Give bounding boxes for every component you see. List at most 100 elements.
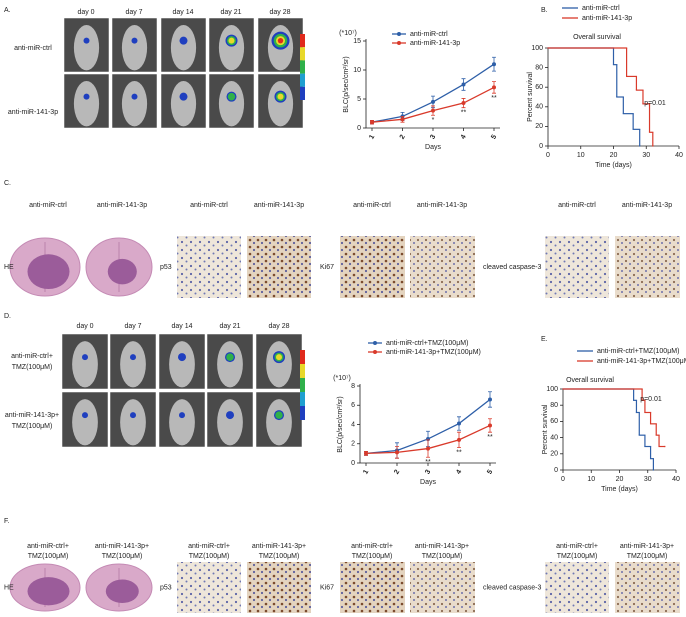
y-tick-label: 5 bbox=[357, 96, 361, 103]
y-tick-label: 10 bbox=[353, 67, 361, 74]
x-tick-label: 4 bbox=[460, 134, 468, 141]
mouse bbox=[170, 25, 197, 71]
bli-signal bbox=[179, 92, 188, 101]
column-label: TMZ(100μM) bbox=[189, 553, 230, 560]
bli-signal bbox=[179, 36, 188, 45]
mouse bbox=[73, 81, 100, 127]
column-label: anti-miR-ctrl bbox=[558, 202, 596, 209]
day-label: day 21 bbox=[220, 9, 241, 16]
y-multiplier: (*10⁷) bbox=[339, 30, 357, 37]
day-label: day 21 bbox=[219, 323, 240, 330]
histology-image bbox=[545, 562, 609, 613]
legend-label: anti-miR-141-3p bbox=[582, 15, 632, 22]
column-label: anti-miR-ctrl+ bbox=[188, 543, 230, 550]
tumor bbox=[107, 258, 137, 285]
bli-signal bbox=[275, 411, 283, 419]
bli-signal bbox=[178, 353, 186, 362]
x-axis-label: Time (days) bbox=[601, 486, 638, 493]
legend-label: anti-miR-ctrl+TMZ(100μM) bbox=[597, 348, 679, 355]
row-label: anti-miR-141-3p+ bbox=[5, 412, 59, 419]
stain-label: Ki67 bbox=[320, 264, 334, 271]
mouse bbox=[218, 81, 245, 127]
color-bar bbox=[300, 392, 305, 406]
y-tick-label: 20 bbox=[535, 123, 543, 130]
x-tick-label: 1 bbox=[368, 134, 376, 141]
stain-label: HE bbox=[4, 584, 14, 591]
bli-signal bbox=[131, 93, 138, 100]
legend-label: anti-miR-ctrl bbox=[410, 31, 448, 38]
marker bbox=[370, 120, 374, 125]
day-label: day 28 bbox=[268, 323, 289, 330]
tumor bbox=[27, 577, 70, 606]
histology-image bbox=[615, 236, 680, 298]
mouse bbox=[120, 399, 146, 446]
x-tick-label: 1 bbox=[362, 469, 370, 476]
y-axis-label: Percent survival bbox=[527, 72, 534, 122]
histology-image bbox=[340, 562, 405, 613]
day-label: day 7 bbox=[124, 323, 141, 330]
bli-signal bbox=[276, 354, 282, 361]
x-tick-label: 30 bbox=[644, 476, 652, 483]
legend-label: anti-miR-141-3p bbox=[410, 40, 460, 47]
bli-signal bbox=[226, 353, 234, 361]
day-label: day 14 bbox=[172, 9, 193, 16]
y-tick-label: 40 bbox=[535, 104, 543, 111]
day-label: day 0 bbox=[76, 323, 93, 330]
legend-label: anti-miR-ctrl bbox=[582, 5, 620, 12]
legend-marker bbox=[397, 32, 401, 36]
column-label: anti-miR-141-3p+ bbox=[620, 543, 674, 550]
mouse bbox=[121, 81, 148, 127]
y-axis-label: BLC(p/sec/cm²/sr) bbox=[343, 56, 350, 112]
column-label: anti-miR-ctrl bbox=[190, 202, 228, 209]
significance: ** bbox=[491, 95, 497, 102]
bli-signal bbox=[228, 37, 235, 44]
marker bbox=[488, 397, 492, 402]
stain-label: p53 bbox=[160, 264, 172, 271]
y-tick-label: 60 bbox=[535, 84, 543, 91]
x-tick-label: 10 bbox=[577, 152, 585, 159]
marker bbox=[457, 421, 461, 426]
x-tick-label: 10 bbox=[587, 476, 595, 483]
mouse bbox=[73, 25, 100, 71]
legend-marker bbox=[373, 350, 377, 354]
tumor bbox=[105, 579, 139, 604]
row-label: TMZ(100μM) bbox=[12, 423, 53, 430]
bli-signal bbox=[130, 412, 136, 419]
y-tick-label: 2 bbox=[351, 441, 355, 448]
mouse bbox=[120, 341, 146, 388]
column-label: anti-miR-ctrl bbox=[29, 202, 67, 209]
column-label: anti-miR-141-3p bbox=[97, 202, 147, 209]
column-label: anti-miR-141-3p+ bbox=[415, 543, 469, 550]
y-tick-label: 0 bbox=[554, 467, 558, 474]
chart-title: Overall survival bbox=[573, 34, 621, 41]
row-label: TMZ(100μM) bbox=[12, 364, 53, 371]
row-label: anti-miR-141-3p bbox=[8, 109, 58, 116]
histology-image bbox=[177, 236, 241, 298]
color-bar bbox=[300, 364, 305, 378]
y-tick-label: 60 bbox=[550, 418, 558, 425]
column-label: TMZ(100μM) bbox=[259, 553, 300, 560]
column-label: anti-miR-141-3p+ bbox=[252, 543, 306, 550]
x-tick-label: 3 bbox=[429, 134, 437, 141]
chart-title: Overall survival bbox=[566, 377, 614, 384]
histology-image bbox=[545, 236, 609, 298]
legend-label: anti-miR-ctrl+TMZ(100μM) bbox=[386, 340, 468, 347]
x-axis-label: Days bbox=[425, 144, 441, 151]
x-tick-label: 20 bbox=[616, 476, 624, 483]
p-value: p=0.01 bbox=[644, 100, 666, 107]
column-label: TMZ(100μM) bbox=[102, 553, 143, 560]
color-bar bbox=[300, 378, 305, 392]
color-bar bbox=[300, 73, 305, 87]
column-label: anti-miR-ctrl bbox=[353, 202, 391, 209]
color-bar bbox=[300, 350, 305, 364]
marker bbox=[457, 437, 461, 442]
panel-label: B. bbox=[541, 7, 548, 14]
mouse bbox=[266, 399, 292, 446]
mouse bbox=[217, 399, 243, 446]
column-label: anti-miR-141-3p bbox=[254, 202, 304, 209]
histology-image bbox=[410, 236, 475, 298]
stain-label: HE bbox=[4, 264, 14, 271]
day-label: day 7 bbox=[125, 9, 142, 16]
bli-signal bbox=[83, 93, 90, 100]
panel-label: A. bbox=[4, 7, 11, 14]
